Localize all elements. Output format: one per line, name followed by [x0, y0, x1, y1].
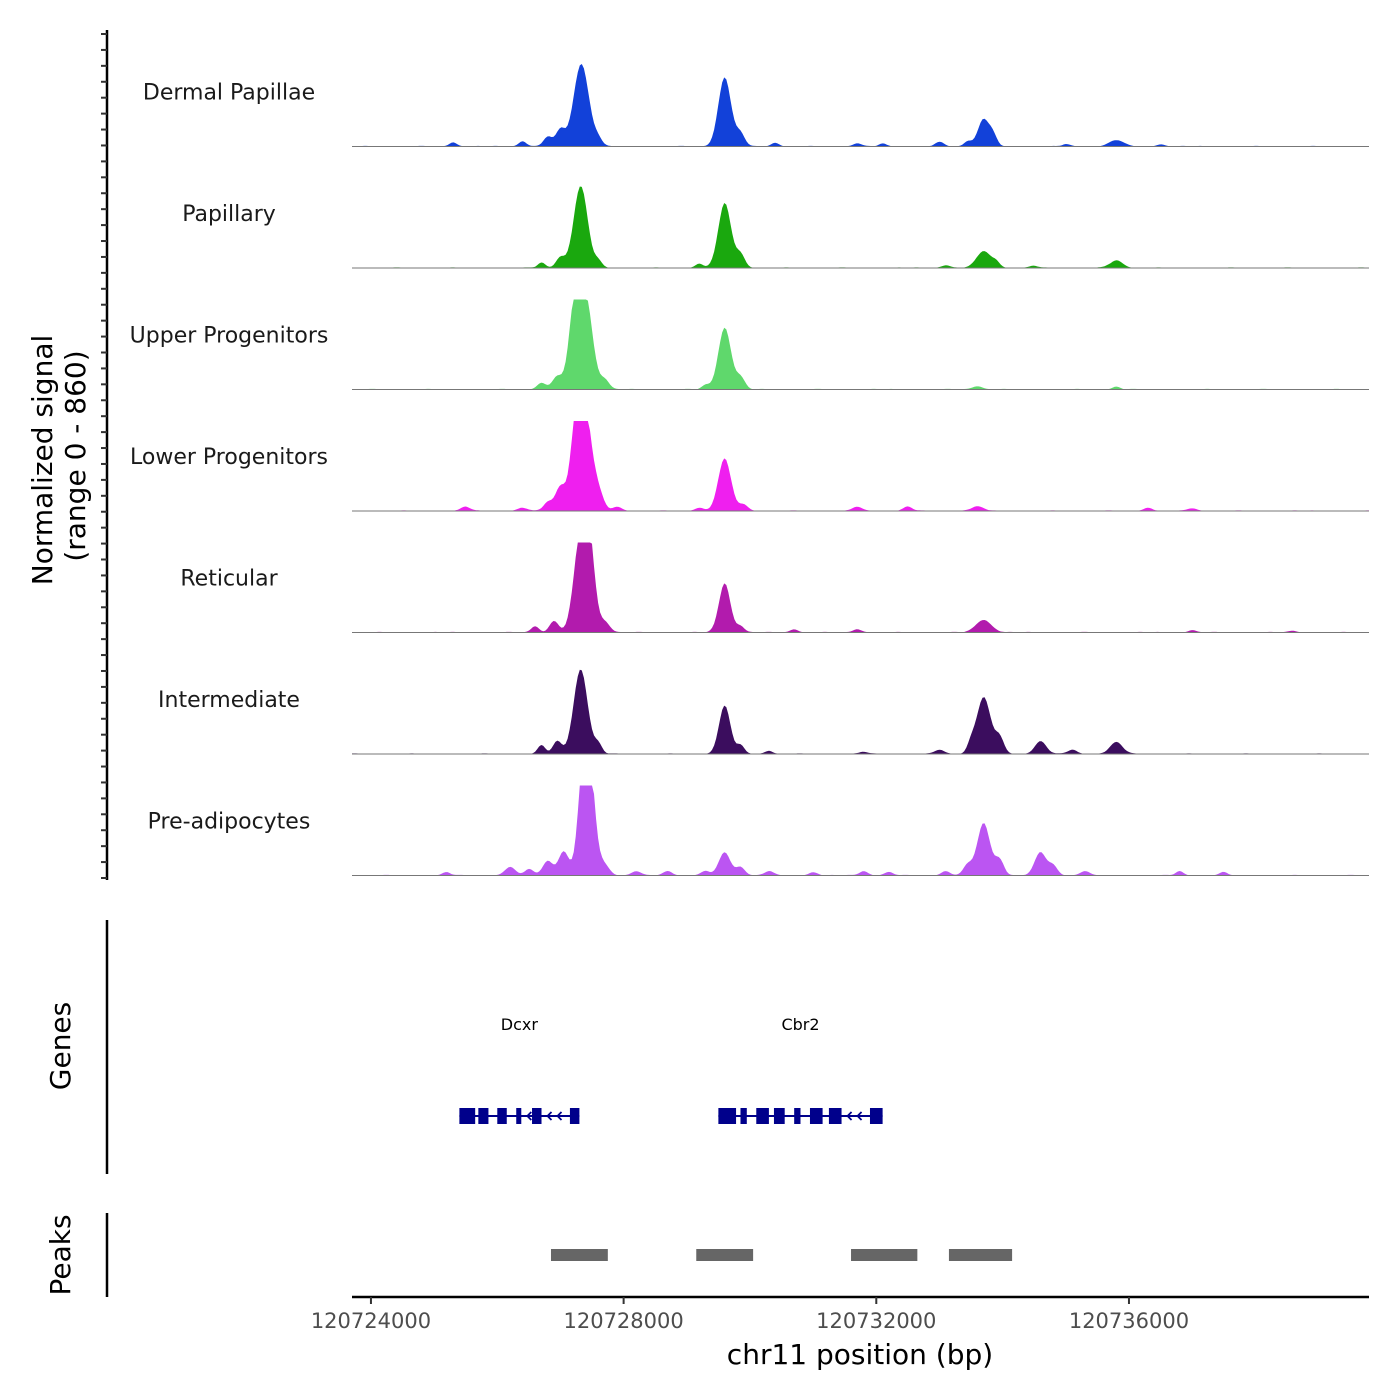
track-label: Papillary — [182, 202, 276, 227]
coverage-area — [352, 669, 1369, 754]
strand-arrow — [526, 1111, 532, 1121]
track-dermal-papillae: Dermal Papillae — [143, 64, 1369, 147]
coverage-area — [352, 64, 1369, 147]
peak-bar — [851, 1249, 918, 1261]
track-label: Pre-adipocytes — [148, 810, 311, 835]
signal-tracks: Dermal Papillae Papillary Upper Progenitor… — [130, 64, 1369, 876]
y-axis-range: (range 0 - 860) — [59, 350, 92, 561]
peak-bar — [696, 1249, 754, 1261]
x-axis: 120724000 120728000 120732000 120736000 — [311, 1295, 1369, 1333]
gene-label: Dcxr — [501, 1015, 539, 1034]
peak-bar — [550, 1249, 608, 1261]
strand-arrow — [846, 1111, 853, 1121]
track-label: Reticular — [180, 567, 278, 592]
gene-exon — [718, 1108, 737, 1124]
gene-exon — [516, 1108, 522, 1124]
track-reticular: Reticular — [180, 542, 1369, 633]
gene-dcxr: Dcxr — [459, 1015, 580, 1124]
track-papillary: Papillary — [182, 186, 1369, 269]
track-pre-adipocytes: Pre-adipocytes — [148, 785, 1369, 876]
coverage-area — [352, 542, 1369, 633]
gene-exon — [478, 1108, 489, 1124]
gene-annotation-track: Dcxr Cbr2 — [459, 1015, 883, 1124]
gene-exon — [794, 1108, 801, 1124]
strand-arrow — [556, 1111, 563, 1121]
track-upper-progenitors: Upper Progenitors — [130, 299, 1369, 390]
coverage-area — [352, 299, 1369, 390]
track-lower-progenitors: Lower Progenitors — [130, 421, 1369, 512]
gene-exon — [809, 1108, 823, 1124]
genes-track-title: Genes — [44, 1002, 77, 1090]
coverage-area — [352, 785, 1369, 876]
gene-exon — [773, 1108, 785, 1124]
gene-exon — [532, 1108, 542, 1124]
gene-exon — [459, 1108, 476, 1124]
x-tick-label: 120728000 — [563, 1309, 683, 1333]
gene-exon — [740, 1108, 747, 1124]
gene-label: Cbr2 — [781, 1015, 819, 1034]
gene-exon — [756, 1108, 769, 1124]
y-axis-title: Normalized signal — [26, 335, 59, 586]
strand-arrow — [546, 1111, 553, 1121]
coverage-area — [352, 421, 1369, 511]
track-label: Lower Progenitors — [130, 445, 328, 470]
peaks-track — [550, 1249, 1013, 1261]
track-label: Dermal Papillae — [143, 81, 315, 106]
gene-exon — [828, 1108, 842, 1124]
x-tick-label: 120732000 — [816, 1309, 936, 1333]
x-tick-label: 120724000 — [311, 1309, 431, 1333]
track-label: Intermediate — [158, 688, 300, 713]
coverage-area — [352, 186, 1369, 268]
x-tick-label: 120736000 — [1069, 1309, 1189, 1333]
track-label: Upper Progenitors — [130, 324, 329, 349]
peak-bar — [948, 1249, 1013, 1261]
gene-exon — [569, 1108, 580, 1124]
gene-cbr2: Cbr2 — [718, 1015, 883, 1124]
peaks-track-title: Peaks — [44, 1214, 77, 1295]
x-axis-title: chr11 position (bp) — [727, 1338, 993, 1371]
gene-exon — [497, 1108, 507, 1124]
gene-exon — [869, 1108, 883, 1124]
track-intermediate: Intermediate — [158, 669, 1369, 755]
strand-arrow — [856, 1111, 863, 1121]
signal-y-axis — [101, 30, 109, 880]
